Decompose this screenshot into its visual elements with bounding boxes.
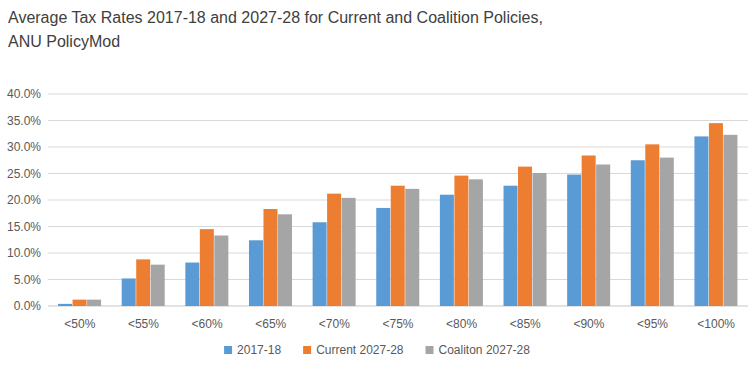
x-tick-label: <100% xyxy=(697,317,735,331)
bar xyxy=(405,189,419,306)
y-tick-label: 35.0% xyxy=(7,114,41,128)
bar xyxy=(200,229,214,306)
bar xyxy=(73,300,87,306)
bar xyxy=(694,136,708,306)
y-tick-label: 25.0% xyxy=(7,167,41,181)
legend-swatch xyxy=(303,346,311,354)
bar xyxy=(582,155,596,306)
bar xyxy=(440,195,454,306)
x-tick-label: <65% xyxy=(255,317,286,331)
bar xyxy=(469,179,483,306)
grid-line xyxy=(48,94,748,95)
x-tick-label: <70% xyxy=(319,317,350,331)
bar xyxy=(122,278,136,306)
bar xyxy=(660,158,674,306)
y-tick-label: 10.0% xyxy=(7,246,41,260)
bar xyxy=(596,164,610,306)
bar xyxy=(87,300,101,306)
bar xyxy=(313,222,327,306)
y-tick-label: 40.0% xyxy=(7,87,41,101)
bar xyxy=(136,259,150,306)
legend-label: 2017-18 xyxy=(237,343,281,357)
bar xyxy=(504,186,518,306)
bar xyxy=(723,135,737,306)
bar xyxy=(327,194,341,306)
bars xyxy=(58,123,737,306)
bar xyxy=(263,209,277,306)
chart-canvas: 0.0% 5.0% 10.0% 15.0% 20.0% 25.0% 30.0% 35.0% 40… xyxy=(0,0,754,365)
y-tick-label: 5.0% xyxy=(14,273,42,287)
bar xyxy=(518,167,532,306)
x-tick-labels: <50% <55% <60% <65% <70% <75% <80% <85% <90% <95%… xyxy=(64,317,735,331)
x-tick-label: <60% xyxy=(192,317,223,331)
bar xyxy=(58,304,72,306)
bar xyxy=(249,240,263,306)
bar xyxy=(342,198,356,306)
y-tick-label: 20.0% xyxy=(7,193,41,207)
bar xyxy=(376,208,390,306)
x-tick-label: <75% xyxy=(382,317,413,331)
legend-label: Current 2027-28 xyxy=(316,343,404,357)
x-tick-label: <95% xyxy=(637,317,668,331)
bar xyxy=(278,214,292,306)
bar xyxy=(391,186,405,306)
bar xyxy=(567,175,581,306)
legend: 2017-18 Current 2027-28 Coaliton 2027-28 xyxy=(224,343,530,357)
bar xyxy=(709,123,723,306)
legend-swatch xyxy=(426,346,434,354)
bar xyxy=(631,160,645,306)
y-tick-label: 15.0% xyxy=(7,220,41,234)
bar xyxy=(454,176,468,306)
y-tick-label: 0.0% xyxy=(14,299,42,313)
legend-swatch xyxy=(224,346,232,354)
grid-line xyxy=(48,147,748,148)
bar xyxy=(151,265,165,306)
chart-title: Average Tax Rates 2017-18 and 2027-28 fo… xyxy=(8,6,568,54)
grid xyxy=(48,94,748,306)
y-tick-label: 30.0% xyxy=(7,140,41,154)
y-tick-labels: 0.0% 5.0% 10.0% 15.0% 20.0% 25.0% 30.0% 35.0% 40… xyxy=(7,87,41,313)
x-tick-label: <85% xyxy=(510,317,541,331)
bar xyxy=(533,173,547,306)
legend-label: Coaliton 2027-28 xyxy=(439,343,531,357)
bar xyxy=(185,263,199,306)
bar xyxy=(214,236,228,306)
x-tick-label: <90% xyxy=(573,317,604,331)
bar xyxy=(645,144,659,306)
x-tick-label: <55% xyxy=(128,317,159,331)
grid-line xyxy=(48,120,748,121)
x-tick-label: <80% xyxy=(446,317,477,331)
x-tick-label: <50% xyxy=(64,317,95,331)
